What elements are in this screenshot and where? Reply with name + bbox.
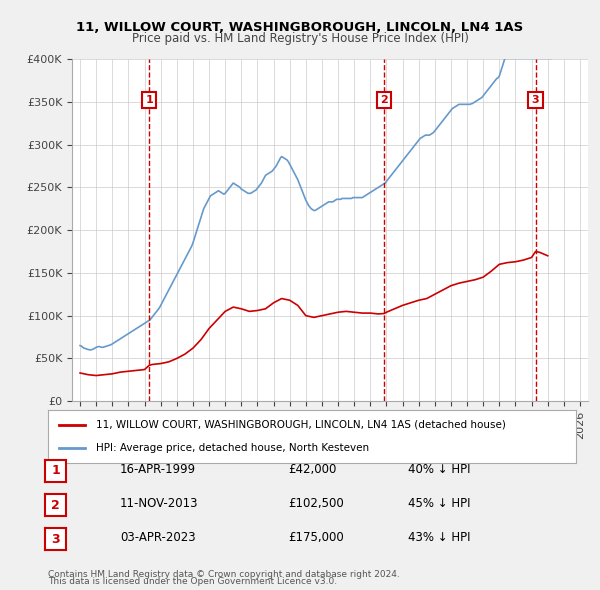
Text: £175,000: £175,000 — [288, 531, 344, 544]
Text: 11, WILLOW COURT, WASHINGBOROUGH, LINCOLN, LN4 1AS (detached house): 11, WILLOW COURT, WASHINGBOROUGH, LINCOL… — [95, 420, 505, 430]
Text: 3: 3 — [532, 95, 539, 105]
Text: £42,000: £42,000 — [288, 463, 337, 476]
Text: 45% ↓ HPI: 45% ↓ HPI — [408, 497, 470, 510]
Text: 1: 1 — [51, 464, 60, 477]
Text: 2: 2 — [380, 95, 388, 105]
Text: This data is licensed under the Open Government Licence v3.0.: This data is licensed under the Open Gov… — [48, 578, 337, 586]
Text: 40% ↓ HPI: 40% ↓ HPI — [408, 463, 470, 476]
Text: Contains HM Land Registry data © Crown copyright and database right 2024.: Contains HM Land Registry data © Crown c… — [48, 571, 400, 579]
Text: 03-APR-2023: 03-APR-2023 — [120, 531, 196, 544]
Text: Price paid vs. HM Land Registry's House Price Index (HPI): Price paid vs. HM Land Registry's House … — [131, 32, 469, 45]
Text: 11, WILLOW COURT, WASHINGBOROUGH, LINCOLN, LN4 1AS: 11, WILLOW COURT, WASHINGBOROUGH, LINCOL… — [76, 21, 524, 34]
Text: 11-NOV-2013: 11-NOV-2013 — [120, 497, 199, 510]
Text: 16-APR-1999: 16-APR-1999 — [120, 463, 196, 476]
Text: 2: 2 — [51, 499, 60, 512]
Text: 3: 3 — [51, 533, 60, 546]
Text: £102,500: £102,500 — [288, 497, 344, 510]
Text: 43% ↓ HPI: 43% ↓ HPI — [408, 531, 470, 544]
Text: 1: 1 — [145, 95, 153, 105]
Text: HPI: Average price, detached house, North Kesteven: HPI: Average price, detached house, Nort… — [95, 443, 368, 453]
